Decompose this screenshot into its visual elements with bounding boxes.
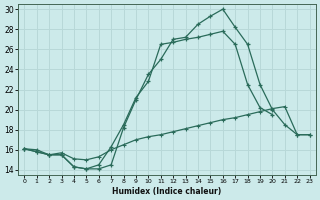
X-axis label: Humidex (Indice chaleur): Humidex (Indice chaleur) bbox=[112, 187, 221, 196]
